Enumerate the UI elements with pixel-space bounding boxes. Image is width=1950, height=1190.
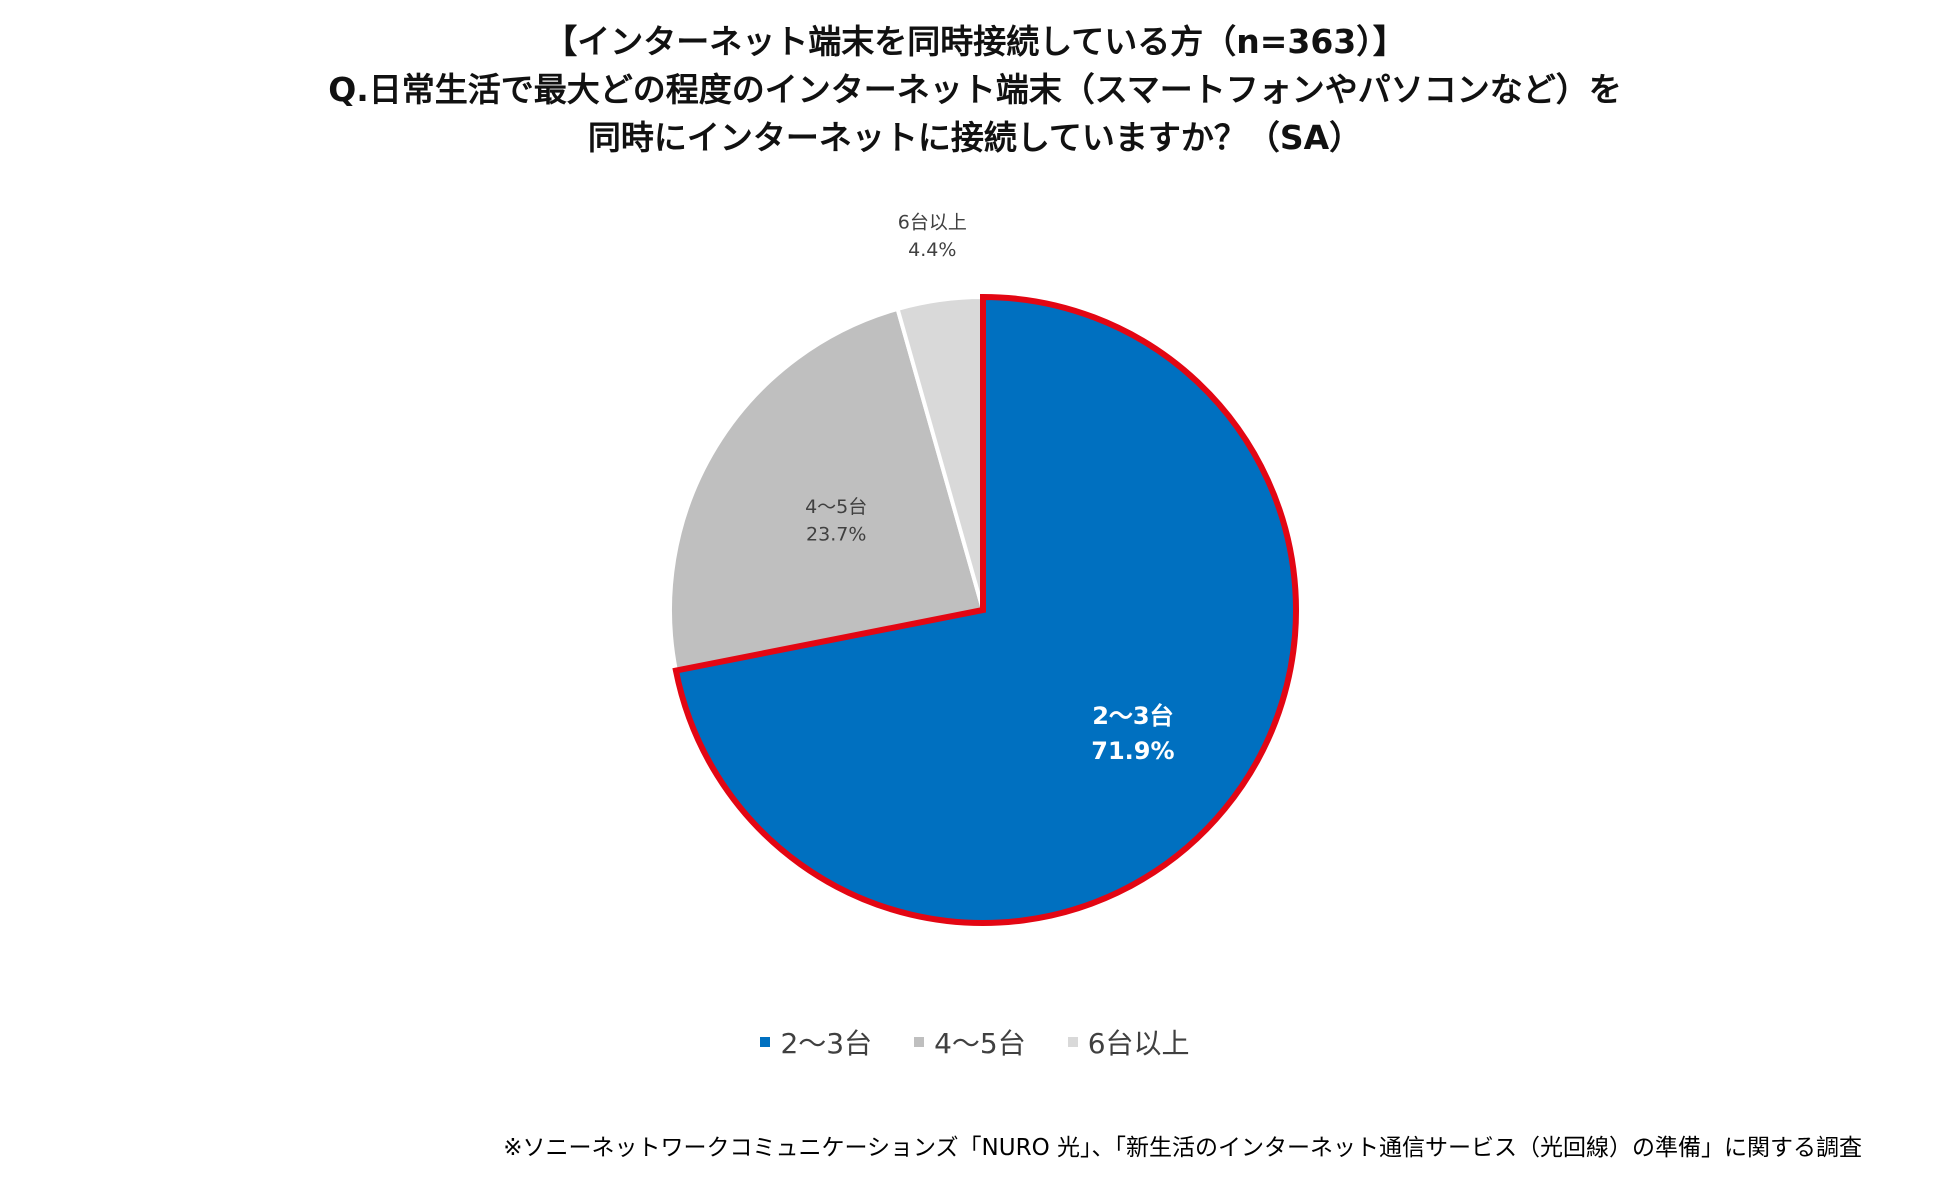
slice-value-label-2: 23.7% bbox=[806, 524, 866, 546]
legend: 2～3台 4～5台 6台以上 bbox=[0, 1022, 1950, 1062]
legend-swatch-2 bbox=[914, 1037, 925, 1047]
slice-category-label-1: 2～3台 bbox=[1092, 702, 1173, 730]
title-line-2: Q.日常生活で最大どの程度のインターネット端末（スマートフォンやパソコンなど）を bbox=[328, 70, 1622, 109]
title-line-3: 同時にインターネットに接続していますか？（SA） bbox=[587, 118, 1363, 157]
chart-title: 【インターネット端末を同時接続している方（n=363）】 Q.日常生活で最大どの… bbox=[0, 18, 1950, 162]
slice-category-label-3: 6台以上 bbox=[898, 211, 967, 233]
legend-label-3: 6台以上 bbox=[1087, 1027, 1190, 1060]
slice-value-label-3: 4.4% bbox=[908, 239, 956, 261]
legend-swatch-1 bbox=[760, 1037, 771, 1047]
slice-value-label-1: 71.9% bbox=[1091, 737, 1174, 765]
slice-category-label-2: 4～5台 bbox=[805, 496, 867, 518]
pie-highlight bbox=[672, 293, 1299, 926]
legend-entry-3: 6台以上 bbox=[1067, 1022, 1190, 1062]
legend-swatch-3 bbox=[1067, 1037, 1078, 1047]
legend-entry-1: 2～3台 bbox=[760, 1022, 872, 1062]
highlight-outline bbox=[672, 293, 1299, 926]
legend-label-2: 4～5台 bbox=[934, 1027, 1026, 1060]
pie-slice-2 bbox=[668, 306, 985, 673]
title-line-1: 【インターネット端末を同時接続している方（n=363）】 bbox=[544, 22, 1406, 61]
legend-entry-2: 4～5台 bbox=[914, 1022, 1026, 1062]
pie-labels: 2～3台 71.9% 4～5台 23.7% 6台以上 4.4% bbox=[805, 211, 1174, 765]
source-note: ※ソニーネットワークコミュニケーションズ「NURO 光」、「新生活のインターネッ… bbox=[503, 1135, 1862, 1161]
legend-label-1: 2～3台 bbox=[780, 1027, 873, 1060]
